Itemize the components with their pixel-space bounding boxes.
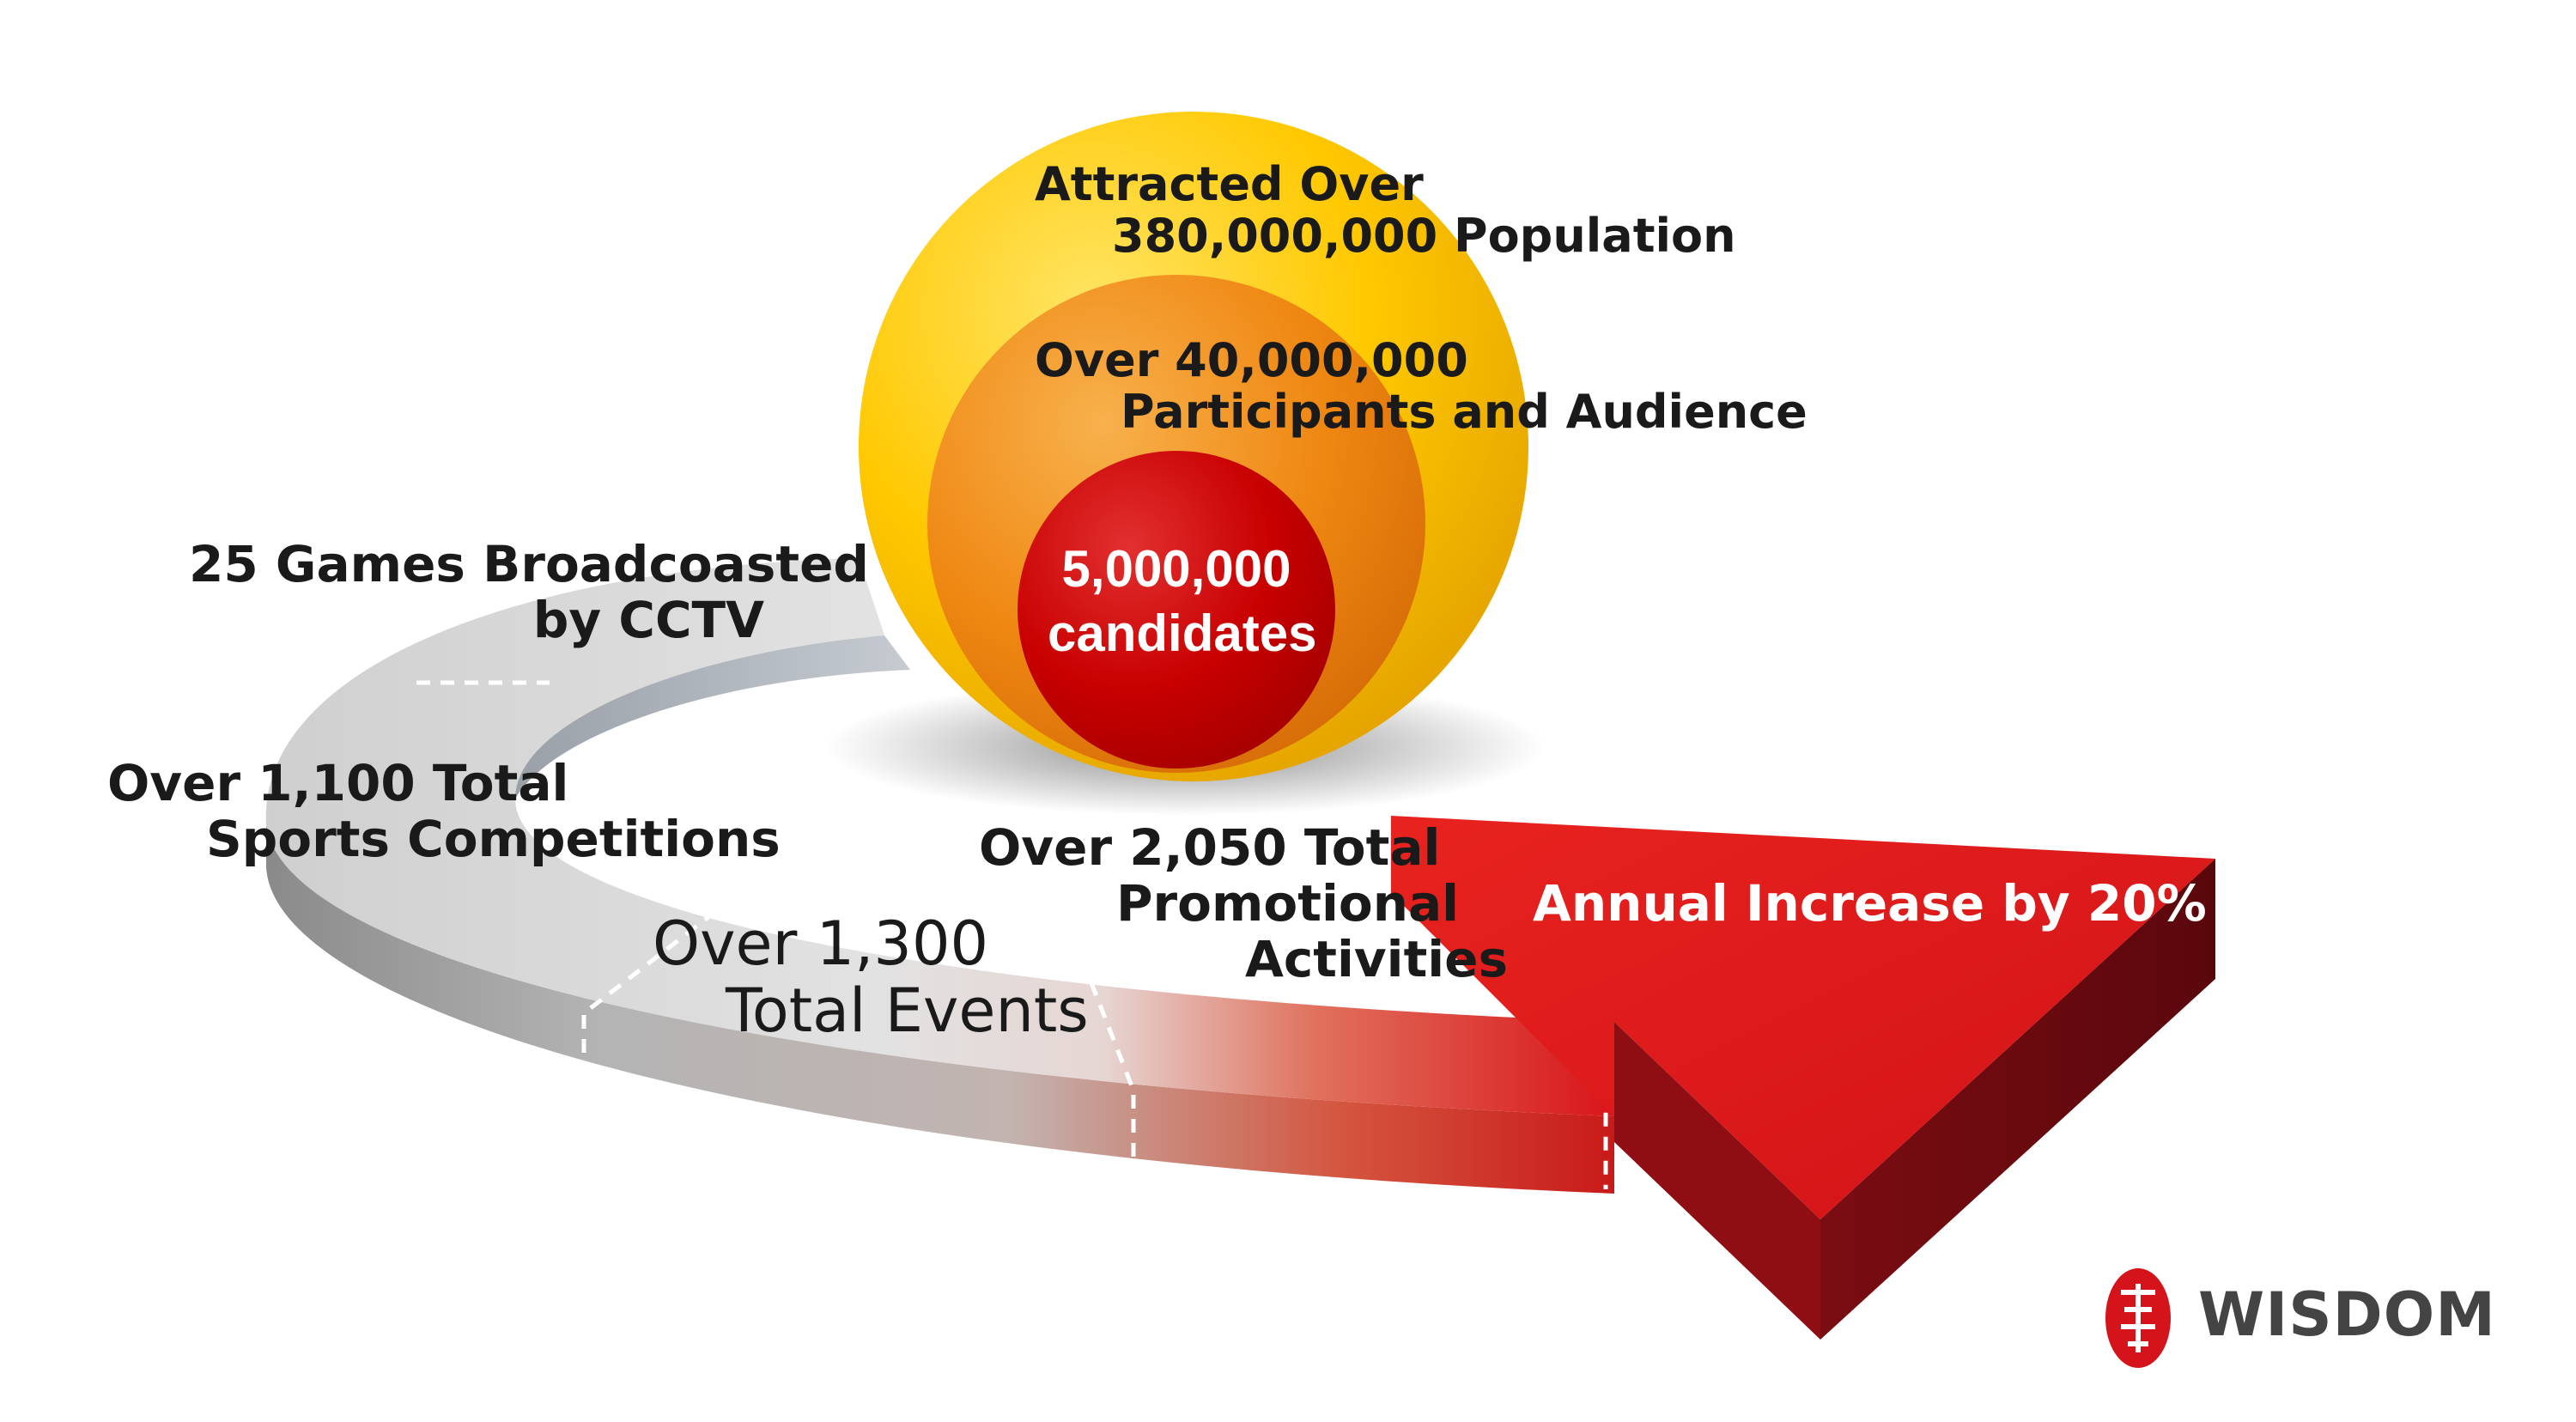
promo-line1: Over 2,050 Total bbox=[979, 818, 1441, 877]
wisdom-seal-icon bbox=[2105, 1268, 2171, 1368]
logo-text: WISDOM bbox=[2198, 1279, 2496, 1350]
arrow-label: Annual Increase by 20% bbox=[1533, 874, 2207, 933]
broadcast-line1: 25 Games Broadcoasted bbox=[189, 535, 869, 593]
inner-circle-label: 5,000,000 candidates bbox=[1048, 537, 1317, 665]
outer-line2: 380,000,000 Population bbox=[1112, 209, 1736, 264]
broadcast-line2: by CCTV bbox=[532, 590, 764, 649]
promo-label: Over 2,050 Total Promotional Activities bbox=[979, 820, 1508, 988]
growth-arrow bbox=[1391, 816, 2215, 1340]
promo-line2: Promotional bbox=[1116, 873, 1460, 933]
middle-line1: Over 40,000,000 bbox=[1035, 333, 1468, 387]
promo-line3: Activities bbox=[1245, 929, 1509, 988]
events-label: Over 1,300 Total Events bbox=[653, 910, 1089, 1045]
events-line1: Over 1,300 bbox=[653, 908, 989, 979]
inner-line2: candidates bbox=[1048, 605, 1317, 662]
broadcast-label: 25 Games Broadcoasted by CCTV bbox=[189, 535, 869, 649]
sports-line2: Sports Competitions bbox=[206, 809, 781, 868]
inner-circle bbox=[1018, 451, 1335, 769]
sports-label: Over 1,100 Total Sports Competitions bbox=[107, 756, 781, 867]
ring-top bbox=[265, 558, 1615, 1116]
sports-line1: Over 1,100 Total bbox=[107, 754, 569, 812]
ring-inner-wall bbox=[515, 635, 910, 799]
ring-side bbox=[266, 824, 1614, 1194]
middle-line2: Participants and Audience bbox=[1121, 385, 1807, 440]
middle-circle-label: Over 40,000,000 Participants and Audienc… bbox=[1035, 333, 1807, 440]
outer-circle-label: Attracted Over 380,000,000 Population bbox=[1035, 157, 1736, 264]
outer-line1: Attracted Over bbox=[1035, 157, 1424, 211]
events-line2: Total Events bbox=[726, 975, 1089, 1047]
inner-line1: 5,000,000 bbox=[1061, 540, 1291, 598]
